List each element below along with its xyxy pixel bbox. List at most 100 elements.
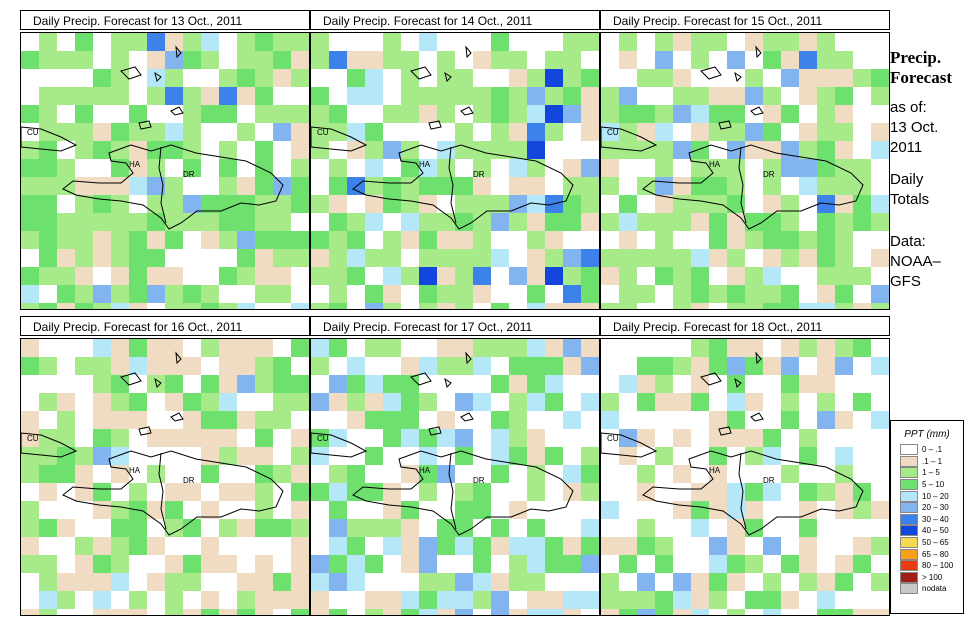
precip-cell — [619, 573, 637, 591]
precip-cell — [273, 159, 291, 177]
precip-cell — [781, 267, 799, 285]
precip-cell — [673, 159, 691, 177]
precip-cell — [57, 339, 75, 357]
precip-cell — [255, 411, 273, 429]
precip-cell — [57, 87, 75, 105]
precip-cell — [129, 375, 147, 393]
precip-cell — [383, 591, 401, 609]
precip-cell — [527, 555, 545, 573]
precip-cell — [311, 213, 329, 231]
precip-cell — [419, 573, 437, 591]
legend-swatch — [900, 455, 918, 467]
precip-cell — [183, 105, 201, 123]
island-coastline — [154, 71, 162, 82]
precip-cell — [383, 141, 401, 159]
precip-cell — [75, 429, 93, 447]
precip-cell — [383, 87, 401, 105]
precip-cell — [745, 177, 763, 195]
precip-cell — [21, 609, 39, 615]
legend-item: 5 – 10 — [891, 479, 963, 491]
precip-cell — [93, 357, 111, 375]
precip-cell — [21, 501, 39, 519]
precip-cell — [545, 123, 563, 141]
precip-cell — [273, 429, 291, 447]
precip-grid — [311, 339, 599, 615]
precip-cell — [21, 231, 39, 249]
precip-cell — [637, 267, 655, 285]
island-coastline — [700, 66, 722, 80]
precip-cell — [365, 411, 383, 429]
precip-cell — [545, 429, 563, 447]
precip-cell — [255, 555, 273, 573]
precip-cell — [347, 357, 365, 375]
precip-cell — [419, 519, 437, 537]
precip-cell — [781, 33, 799, 51]
precip-cell — [75, 33, 93, 51]
precip-cell — [75, 213, 93, 231]
precip-cell — [871, 375, 889, 393]
precip-cell — [581, 393, 599, 411]
precip-cell — [219, 231, 237, 249]
precip-cell — [799, 249, 817, 267]
precip-cell — [57, 411, 75, 429]
precip-cell — [455, 429, 473, 447]
precip-cell — [255, 69, 273, 87]
precip-cell — [21, 375, 39, 393]
precip-cell — [763, 393, 781, 411]
totals-line: Daily — [890, 171, 924, 188]
precip-cell — [291, 357, 309, 375]
precip-cell — [129, 393, 147, 411]
precip-cell — [691, 501, 709, 519]
precip-cell — [563, 483, 581, 501]
precip-cell — [491, 465, 509, 483]
precip-cell — [365, 105, 383, 123]
precip-cell — [581, 123, 599, 141]
precip-cell — [183, 429, 201, 447]
island-coastline — [428, 426, 442, 436]
precip-cell — [311, 465, 329, 483]
precip-cell — [473, 393, 491, 411]
precip-cell — [745, 249, 763, 267]
precip-cell — [401, 177, 419, 195]
precip-cell — [473, 195, 491, 213]
precip-cell — [763, 285, 781, 303]
precip-cell — [655, 231, 673, 249]
precip-cell — [365, 375, 383, 393]
precip-cell — [201, 411, 219, 429]
precip-cell — [419, 285, 437, 303]
precip-cell — [419, 393, 437, 411]
hispaniola-coastline — [352, 144, 574, 230]
precip-cell — [545, 339, 563, 357]
precip-cell — [401, 483, 419, 501]
precip-cell — [527, 159, 545, 177]
precip-cell — [853, 609, 871, 615]
precip-cell — [383, 231, 401, 249]
precip-cell — [329, 411, 347, 429]
precip-cell — [473, 357, 491, 375]
precip-cell — [473, 519, 491, 537]
precip-cell — [655, 177, 673, 195]
country-label: CU — [317, 434, 329, 443]
precip-cell — [871, 69, 889, 87]
precip-cell — [601, 357, 619, 375]
precip-cell — [57, 303, 75, 309]
precip-cell — [291, 195, 309, 213]
precip-cell — [219, 429, 237, 447]
precip-cell — [781, 231, 799, 249]
precip-cell — [219, 195, 237, 213]
precip-cell — [147, 105, 165, 123]
precip-cell — [709, 51, 727, 69]
precip-cell — [383, 285, 401, 303]
precip-cell — [817, 519, 835, 537]
precip-cell — [781, 591, 799, 609]
precip-cell — [709, 429, 727, 447]
precip-cell — [619, 411, 637, 429]
precip-cell — [509, 123, 527, 141]
precip-cell — [273, 105, 291, 123]
precip-cell — [365, 591, 383, 609]
precip-cell — [219, 51, 237, 69]
forecast-panel-3: Daily Precip. Forecast for 15 Oct., 2011… — [600, 10, 890, 310]
precip-cell — [581, 51, 599, 69]
precip-cell — [673, 249, 691, 267]
legend-label: nodata — [922, 584, 947, 594]
